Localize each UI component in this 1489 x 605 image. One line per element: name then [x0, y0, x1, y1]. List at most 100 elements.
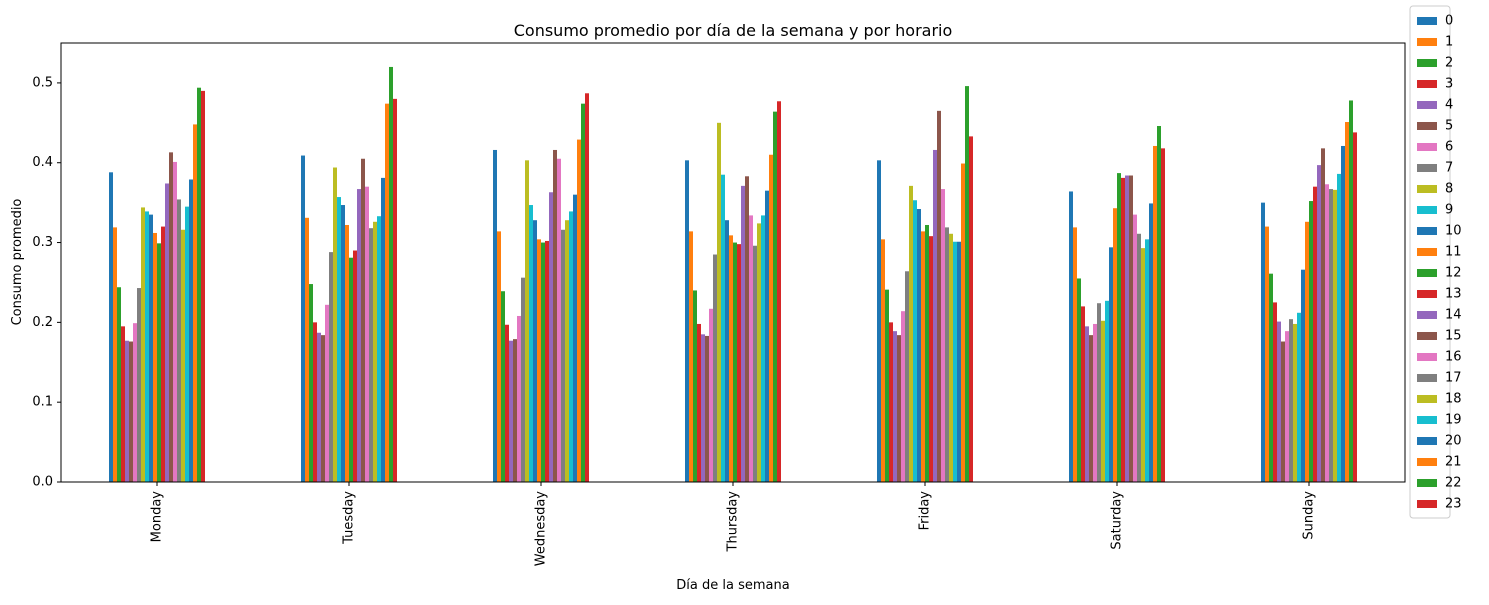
bar-saturday-hour-7: [1097, 303, 1101, 482]
bar-wednesday-hour-0: [493, 149, 497, 482]
bar-thursday-hour-20: [765, 190, 769, 482]
bar-tuesday-hour-17: [369, 228, 373, 482]
bar-friday-hour-17: [945, 227, 949, 482]
bar-saturday-hour-4: [1085, 326, 1089, 482]
bar-monday-hour-17: [177, 199, 181, 482]
x-axis-label: Día de la semana: [676, 578, 789, 593]
legend-swatch: [1417, 101, 1437, 109]
legend-label: 19: [1445, 413, 1462, 428]
x-tick-label: Wednesday: [534, 491, 549, 567]
bar-tuesday-hour-19: [377, 216, 381, 482]
bar-tuesday-hour-1: [305, 217, 309, 483]
bar-saturday-hour-8: [1101, 320, 1105, 482]
bar-wednesday-hour-9: [529, 205, 533, 482]
x-tick-label: Friday: [918, 491, 933, 531]
bar-saturday-hour-16: [1133, 214, 1137, 483]
y-tick-label: 0.1: [32, 395, 53, 410]
x-tick-label: Sunday: [1302, 491, 1317, 540]
bar-monday-hour-2: [117, 287, 121, 482]
legend-swatch: [1417, 185, 1437, 193]
bar-tuesday-hour-8: [333, 167, 337, 482]
legend-label: 5: [1445, 119, 1453, 134]
bar-thursday-hour-16: [749, 215, 753, 482]
chart-title: Consumo promedio por día de la semana y …: [514, 21, 953, 40]
bar-saturday-hour-23: [1161, 148, 1165, 483]
bar-wednesday-hour-18: [565, 220, 569, 482]
legend-label: 12: [1445, 266, 1462, 281]
bar-sunday-hour-22: [1349, 100, 1353, 482]
bar-tuesday-hour-14: [357, 189, 361, 482]
bar-monday-hour-8: [141, 207, 145, 482]
bar-saturday-hour-0: [1069, 191, 1073, 482]
legend-label: 10: [1445, 224, 1462, 239]
bar-tuesday-hour-18: [373, 221, 377, 483]
bar-tuesday-hour-11: [345, 224, 349, 483]
bar-sunday-hour-14: [1317, 165, 1321, 482]
bar-monday-hour-15: [169, 152, 173, 482]
bar-saturday-hour-14: [1125, 175, 1129, 482]
bar-sunday-hour-12: [1309, 201, 1313, 483]
bar-thursday-hour-15: [745, 176, 749, 483]
bar-sunday-hour-5: [1281, 341, 1285, 482]
bar-monday-hour-11: [153, 232, 157, 482]
legend-label: 7: [1445, 161, 1453, 176]
y-tick-label: 0.3: [32, 235, 53, 250]
bar-friday-hour-16: [941, 189, 945, 482]
legend-label: 8: [1445, 182, 1453, 197]
bar-tuesday-hour-7: [329, 252, 333, 482]
bar-sunday-hour-19: [1337, 173, 1341, 482]
bar-saturday-hour-12: [1117, 173, 1121, 482]
bar-sunday-hour-15: [1321, 148, 1325, 483]
x-axis: Monday Tuesday Wednesday Thursday Friday Satu…: [150, 482, 1317, 566]
bar-saturday-hour-19: [1145, 239, 1149, 482]
bar-saturday-hour-11: [1113, 208, 1117, 482]
bar-tuesday-hour-5: [321, 335, 325, 482]
bar-wednesday-hour-1: [497, 231, 501, 482]
bar-tuesday-hour-4: [317, 332, 321, 482]
bar-friday-hour-4: [893, 331, 897, 482]
bar-sunday-hour-13: [1313, 186, 1317, 483]
bar-sunday-hour-2: [1269, 273, 1273, 482]
bar-friday-hour-21: [961, 163, 965, 482]
x-tick-label: Monday: [150, 491, 165, 543]
bar-saturday-hour-20: [1149, 203, 1153, 482]
bar-friday-hour-1: [881, 239, 885, 482]
bar-wednesday-hour-6: [517, 315, 521, 482]
bar-wednesday-hour-17: [561, 229, 565, 482]
bar-thursday-hour-5: [705, 335, 709, 482]
bar-sunday-hour-23: [1353, 132, 1357, 482]
bar-wednesday-hour-23: [585, 93, 589, 482]
bar-sunday-hour-0: [1261, 202, 1265, 482]
bar-monday-hour-18: [181, 229, 185, 482]
bar-friday-hour-11: [921, 231, 925, 482]
bar-sunday-hour-3: [1273, 302, 1277, 482]
legend-swatch: [1417, 269, 1437, 277]
bar-sunday-hour-9: [1297, 312, 1301, 482]
bar-sunday-hour-11: [1305, 221, 1309, 483]
bar-sunday-hour-21: [1345, 122, 1349, 483]
bar-wednesday-hour-4: [509, 340, 513, 482]
bar-wednesday-hour-5: [513, 339, 517, 482]
bar-monday-hour-5: [129, 341, 133, 482]
x-tick-label: Tuesday: [342, 491, 357, 545]
bar-saturday-hour-9: [1105, 300, 1109, 482]
legend-swatch: [1417, 374, 1437, 382]
bar-thursday-hour-18: [757, 223, 761, 482]
bar-thursday-hour-7: [713, 254, 717, 482]
legend-swatch: [1417, 206, 1437, 214]
legend-label: 9: [1445, 203, 1453, 218]
legend-swatch: [1417, 395, 1437, 403]
legend-swatch: [1417, 437, 1437, 445]
bar-saturday-hour-2: [1077, 278, 1081, 482]
legend-swatch: [1417, 479, 1437, 487]
bar-monday-hour-9: [145, 211, 149, 483]
bar-friday-hour-8: [909, 185, 913, 482]
bar-wednesday-hour-7: [521, 277, 525, 482]
bar-saturday-hour-22: [1157, 126, 1161, 482]
bar-tuesday-hour-21: [385, 103, 389, 482]
bar-monday-hour-20: [189, 179, 193, 483]
bar-thursday-hour-6: [709, 308, 713, 482]
bar-wednesday-hour-15: [553, 149, 557, 482]
